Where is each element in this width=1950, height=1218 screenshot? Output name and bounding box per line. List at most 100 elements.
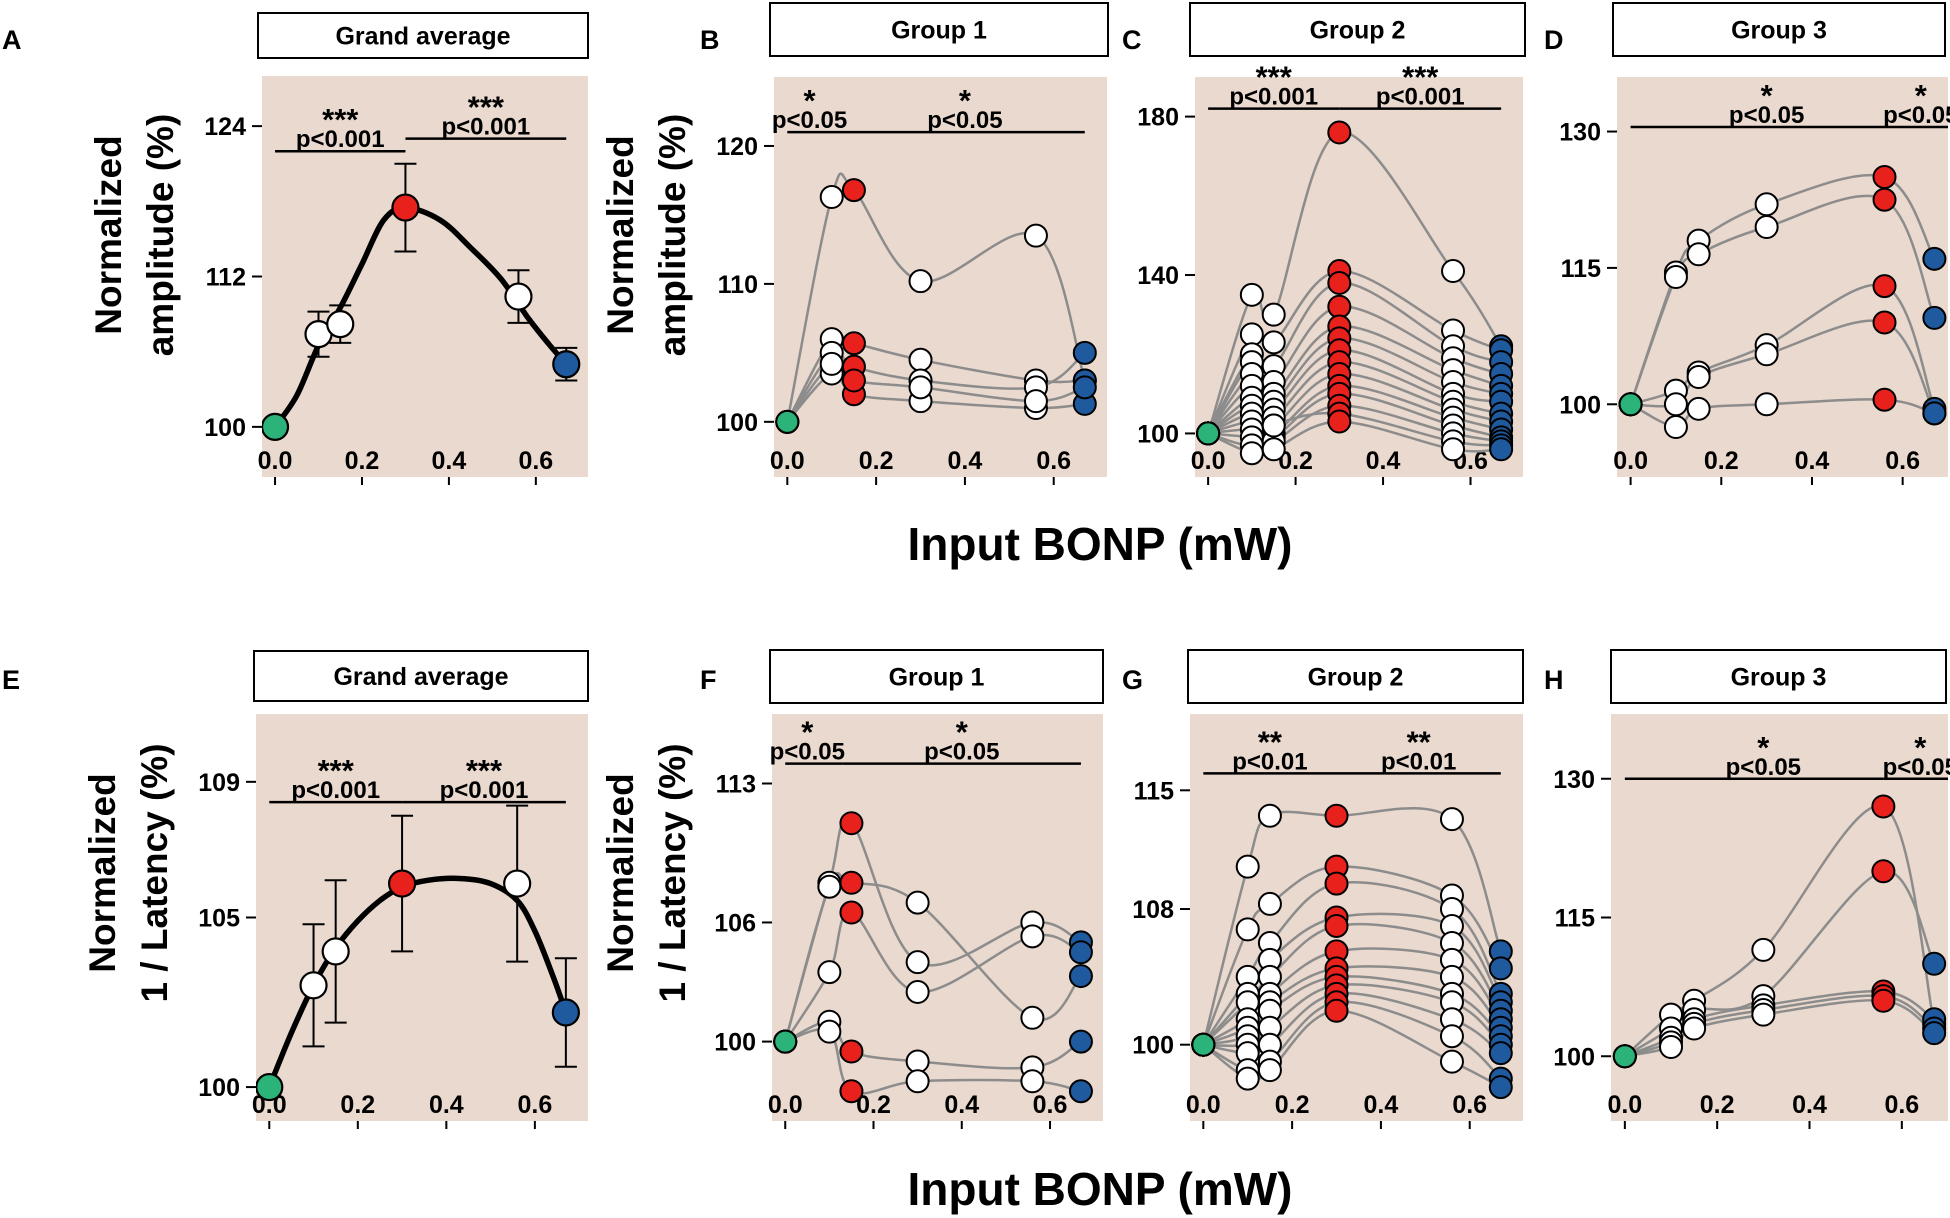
plot-area	[256, 804, 580, 1102]
cell-point	[1922, 246, 1947, 271]
y-axis-label: 1 / Latency (%)	[134, 743, 175, 1002]
panel-title: Group 3	[1731, 17, 1827, 45]
cell-point	[1261, 437, 1286, 462]
x-axis-label-bottom: Input BONP (mW)	[908, 1163, 1293, 1215]
cell-point	[1257, 803, 1282, 828]
y-tick-label: 100	[716, 409, 758, 437]
p-value-label: p<0.05	[1883, 754, 1950, 781]
significance-stars: *	[1757, 730, 1770, 765]
y-axis-label: amplitude (%)	[652, 114, 693, 357]
cell-point	[908, 375, 933, 400]
significance-stars: **	[1407, 724, 1432, 759]
cell-point	[1871, 794, 1896, 819]
cell-point	[839, 870, 864, 895]
significance-stars: ***	[318, 753, 355, 788]
cell-point	[841, 178, 866, 203]
significance-stars: ***	[468, 90, 505, 125]
y-tick-label: 100	[1132, 1032, 1174, 1060]
y-tick-label: 115	[1561, 255, 1601, 283]
panel-E: E Grand average Normalized 1 / Latency (%) 1…	[2, 650, 589, 1129]
cell-point	[775, 409, 800, 434]
cell-point	[1663, 265, 1688, 289]
panel-title: Group 1	[889, 664, 985, 692]
cell-point	[1871, 988, 1896, 1013]
cell-point	[1663, 415, 1688, 439]
cell-point	[1068, 1079, 1093, 1104]
cell-point	[1922, 1021, 1947, 1046]
y-axis-label: amplitude (%)	[140, 114, 181, 357]
panel-letter: H	[1544, 665, 1564, 695]
panel-title: Group 3	[1731, 664, 1827, 692]
x-tick-label: 0.0	[1613, 447, 1648, 475]
y-tick-label: 106	[714, 909, 756, 937]
cell-point	[1020, 924, 1045, 949]
cell-point	[1239, 282, 1264, 307]
significance-stars: ***	[466, 753, 503, 788]
cell-point	[1261, 330, 1286, 355]
significance-stars: *	[1915, 78, 1928, 113]
cell-point	[1261, 302, 1286, 327]
panel-title: Group 1	[891, 17, 987, 45]
x-tick-label: 0.6	[1884, 1091, 1919, 1119]
cell-point	[1235, 854, 1260, 879]
cell-point	[1488, 1075, 1513, 1100]
cell-point	[1068, 940, 1093, 965]
y-axis-label: Normalized	[600, 135, 641, 334]
significance-stars: **	[1258, 724, 1283, 759]
x-tick-label: 0.6	[1036, 447, 1071, 475]
significance-stars: *	[1761, 78, 1774, 113]
cell-point	[1439, 1049, 1464, 1074]
cell-point	[1023, 223, 1048, 248]
cell-point	[1235, 917, 1260, 942]
cell-point	[1235, 1066, 1260, 1091]
mean-point	[551, 998, 580, 1027]
significance-stars: *	[1914, 730, 1927, 765]
y-tick-label: 130	[1553, 766, 1595, 794]
cell-curve	[786, 172, 1086, 423]
cell-point	[1020, 1069, 1045, 1094]
significance-stars: *	[959, 83, 972, 118]
panel-title: Grand average	[333, 663, 508, 691]
cell-point	[1751, 1002, 1776, 1027]
y-tick-label: 124	[204, 113, 246, 141]
cell-point	[1922, 951, 1947, 976]
x-tick-label: 0.6	[1033, 1091, 1068, 1119]
cell-point	[817, 960, 842, 985]
significance-stars: ***	[1402, 60, 1439, 95]
x-tick-label: 0.2	[1700, 1091, 1735, 1119]
x-axis-label-top: Input BONP (mW)	[908, 518, 1293, 570]
p-value-label: p<0.001	[441, 114, 530, 141]
cell-point	[1257, 891, 1282, 916]
x-tick-label: 0.4	[948, 447, 983, 475]
x-tick-label: 0.2	[1275, 1091, 1310, 1119]
cell-point	[908, 269, 933, 294]
cell-point	[1751, 937, 1776, 962]
y-tick-label: 109	[198, 769, 240, 797]
significance-stars: ***	[1256, 60, 1293, 95]
panel-letter: B	[700, 25, 720, 55]
y-tick-label: 105	[198, 905, 240, 933]
y-tick-label: 100	[1559, 391, 1601, 419]
cell-point	[1324, 871, 1349, 896]
cell-point	[1872, 310, 1897, 335]
mean-point	[256, 1072, 284, 1102]
mean-point	[552, 350, 581, 379]
x-tick-label: 0.0	[1191, 447, 1226, 475]
cell-point	[1663, 392, 1688, 417]
cell-point	[1754, 215, 1779, 239]
title-box	[253, 650, 589, 702]
x-tick-label: 0.6	[1885, 447, 1920, 475]
cell-point	[839, 900, 864, 925]
cell-point	[819, 185, 844, 209]
cell-curve	[1202, 807, 1502, 1046]
panel-F: F Group 1 Normalized 1 / Latency (%) 100 106 1…	[600, 649, 1104, 1129]
mean-point	[321, 937, 350, 966]
title-box	[257, 12, 589, 59]
cell-point	[1686, 242, 1711, 267]
cell-point	[1439, 807, 1464, 832]
cell-point	[908, 347, 933, 372]
x-tick-label: 0.2	[345, 447, 380, 475]
